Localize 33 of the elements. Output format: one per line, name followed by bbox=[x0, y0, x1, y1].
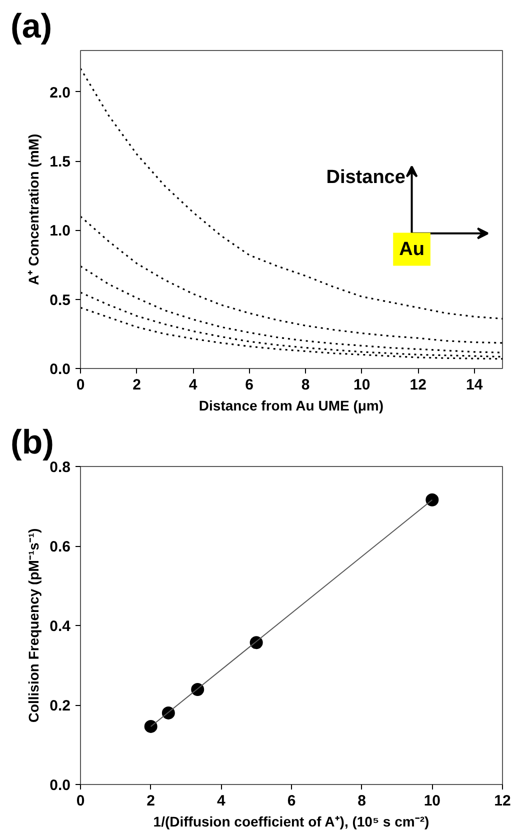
y-tick-label: 1.0 bbox=[50, 222, 71, 240]
annotation: Au bbox=[399, 238, 424, 260]
x-tick-label: 2 bbox=[132, 376, 141, 394]
y-tick-label: 0.6 bbox=[50, 538, 71, 556]
y-tick-label: 1.5 bbox=[50, 154, 71, 171]
x-tick-label: 6 bbox=[245, 376, 254, 394]
y-tick-label: 0.2 bbox=[50, 698, 71, 714]
x-tick-label: 0 bbox=[76, 792, 85, 810]
x-tick-label: 8 bbox=[301, 376, 310, 394]
y-tick-label: 0.4 bbox=[50, 618, 72, 635]
x-tick-label: 8 bbox=[358, 792, 366, 810]
x-tick-label: 12 bbox=[494, 792, 511, 810]
x-tick-label: 0 bbox=[76, 376, 85, 394]
x-tick-label: 4 bbox=[188, 376, 198, 394]
y-axis-title: Collision Frequency (pM⁻¹s⁻¹) bbox=[26, 528, 42, 723]
y-tick-label: 0.8 bbox=[50, 459, 71, 476]
x-tick-label: 10 bbox=[424, 792, 441, 810]
y-tick-label: 2.0 bbox=[50, 84, 71, 102]
x-tick-label: 10 bbox=[353, 376, 370, 394]
x-tick-label: 2 bbox=[146, 792, 156, 810]
chart-title: (a) bbox=[10, 8, 52, 46]
x-tick-label: 12 bbox=[410, 376, 426, 394]
x-tick-label: 4 bbox=[216, 792, 226, 810]
annotation: Distance bbox=[326, 167, 406, 188]
x-tick-label: 14 bbox=[466, 376, 484, 394]
y-tick-label: 0.0 bbox=[50, 361, 71, 378]
y-tick-label: 0.0 bbox=[50, 777, 71, 794]
y-axis-title: A⁺ Concentration (mM) bbox=[26, 134, 42, 286]
chart-title: (b) bbox=[10, 424, 54, 462]
x-tick-label: 6 bbox=[287, 792, 296, 810]
y-tick-label: 0.5 bbox=[50, 292, 71, 309]
x-axis-title: 1/(Diffusion coefficient of A⁺), (10⁵ s cm⁻²) bbox=[153, 814, 430, 830]
x-axis-title: Distance from Au UME (μm) bbox=[198, 398, 384, 414]
